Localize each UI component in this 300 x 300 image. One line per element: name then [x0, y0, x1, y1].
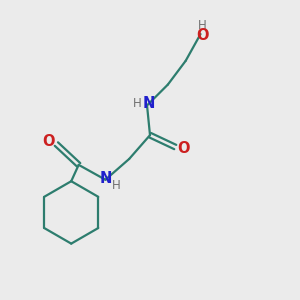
Text: H: H — [112, 178, 121, 192]
Text: O: O — [42, 134, 54, 148]
Text: N: N — [99, 171, 112, 186]
Text: O: O — [196, 28, 208, 43]
Text: O: O — [177, 141, 190, 156]
Text: H: H — [133, 98, 142, 110]
Text: N: N — [142, 96, 155, 111]
Text: H: H — [198, 19, 206, 32]
